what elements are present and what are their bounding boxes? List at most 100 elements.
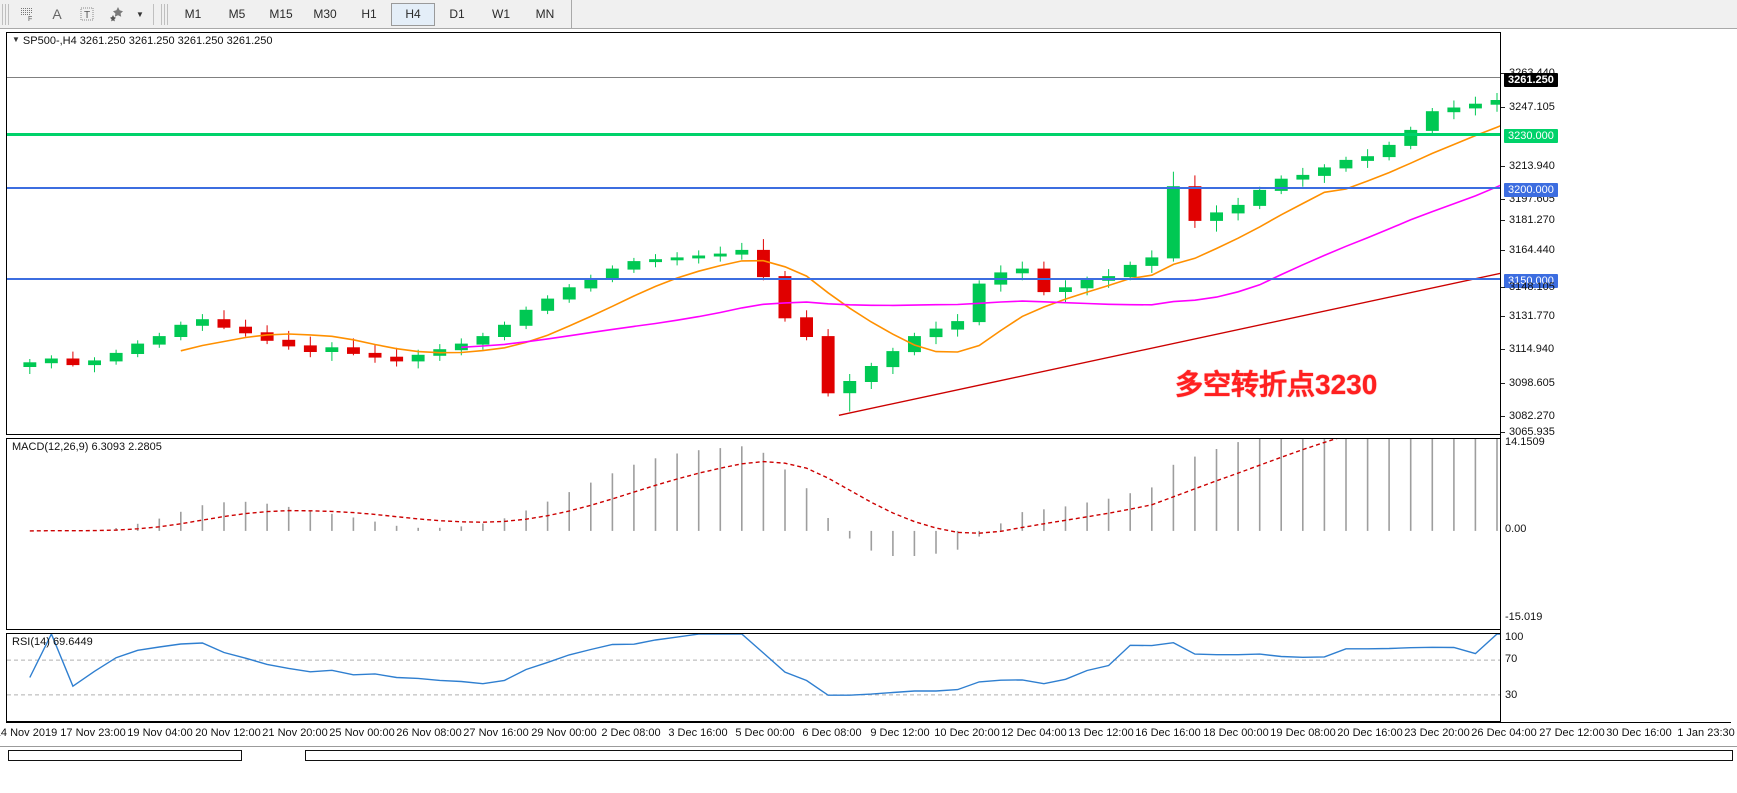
chart-annotation: 多空转折点3230 [1175,369,1378,400]
timeframe-m30[interactable]: M30 [313,7,337,21]
macd-pane[interactable]: MACD(12,26,9) 6.3093 2.2805 [6,438,1731,630]
symbol-header-text: SP500-,H4 3261.250 3261.250 3261.250 326… [22,35,273,47]
time-tick-label: 20 Dec 16:00 [1337,727,1403,739]
price-tick: 3131.770 [1501,310,1555,322]
rsi-pane[interactable]: RSI(14) 69.6449 [6,633,1731,722]
timeframe-group: M1 M5 M15 M30 H1 H4 D1 W1 MN [171,2,567,26]
time-tick-label: 9 Dec 12:00 [870,727,930,739]
time-tick-label: 26 Dec 04:00 [1471,727,1537,739]
macd-tick: 0.00 [1501,523,1526,535]
tick-dash [1501,286,1505,288]
time-scale[interactable]: 14 Nov 2019 17 Nov 23:00 19 Nov 04:00 20 No… [0,722,1735,746]
time-tick-label: 19 Dec 08:00 [1270,727,1336,739]
macd-tick-label: 14.1509 [1505,436,1545,448]
macd-series-svg [29,439,1692,556]
tick-dash [1501,198,1505,200]
timeframe-d1[interactable]: D1 [449,7,465,21]
rsi-tick: 30 [1501,689,1517,701]
price-tick: 3164.440 [1501,244,1555,256]
tick-dash [1501,382,1505,384]
level-line-3150 [7,278,1730,280]
timeframe-m5[interactable]: M5 [228,7,246,21]
rsi-tick-label: 70 [1505,653,1518,665]
price-level-label-3230-000[interactable]: 3230.000 [1504,129,1558,143]
price-tick-label: 3181.270 [1509,214,1555,226]
rsi-tick: 100 [1501,631,1523,643]
macd-plot [7,439,1730,629]
rsi-tick-label: 30 [1505,689,1518,701]
toolbar-grip[interactable] [2,3,9,25]
time-tick-label: 5 Dec 00:00 [735,727,795,739]
macd-label: MACD(12,26,9) 6.3093 2.2805 [12,441,162,453]
toolbar-end-divider [571,0,572,29]
price-level-label-3150-000[interactable]: 3150.000 [1504,274,1558,288]
macd-tick-label: -15.019 [1505,611,1543,623]
level-line-3200 [7,187,1730,189]
timeframe-h4[interactable]: H4 [391,2,435,26]
price-plot[interactable] [7,33,1730,434]
time-tick-label: 12 Dec 04:00 [1001,727,1067,739]
time-tick-label: 14 Nov 2019 [0,727,58,739]
price-series-svg [23,48,1698,416]
price-tick-label: 3065.935 [1509,426,1555,438]
timeframe-m15[interactable]: M15 [269,7,293,21]
time-tick-label: 29 Nov 00:00 [531,727,597,739]
time-tick-label: 3 Dec 16:00 [668,727,728,739]
text-label-icon[interactable]: A [42,1,72,28]
svg-text:T: T [84,10,90,21]
objects-icon[interactable] [102,1,132,28]
hscrollbar-left[interactable] [8,750,242,761]
time-tick-label: 23 Dec 20:00 [1404,727,1470,739]
timeframe-grip[interactable] [161,3,168,25]
macd-tick-label: 0.00 [1505,523,1527,535]
rsi-plot [7,634,1730,721]
tick-dash [1501,249,1505,251]
time-tick-label: 13 Dec 12:00 [1068,727,1134,739]
text-box-icon[interactable]: T [72,1,102,28]
price-tick-label: 3247.105 [1509,101,1555,113]
tick-dash [1501,219,1505,221]
macd-tick: -15.019 [1501,611,1542,623]
time-tick-label: 16 Dec 16:00 [1135,727,1201,739]
tick-dash [1501,415,1505,417]
price-tick: 3213.940 [1501,160,1555,172]
price-tick: 3082.270 [1501,410,1555,422]
price-tick-label: 3148.105 [1509,281,1555,293]
crosshair-f-icon[interactable]: F [12,1,42,28]
price-pane[interactable]: ▼ SP500-,H4 3261.250 3261.250 3261.250 32… [6,32,1731,435]
price-tick: 3148.105 [1501,281,1555,293]
time-tick-label: 27 Nov 16:00 [463,727,529,739]
time-tick-label: 20 Nov 12:00 [195,727,261,739]
time-tick-label: 19 Nov 04:00 [127,727,193,739]
time-scale-divider [0,746,1737,747]
timeframe-w1[interactable]: W1 [492,7,510,21]
price-tick-label: 3164.440 [1509,244,1555,256]
price-tick-label: 3131.770 [1509,310,1555,322]
hscrollbar-main[interactable] [305,750,1733,761]
price-level-label-3200-000[interactable]: 3200.000 [1504,183,1558,197]
timeframe-mn[interactable]: MN [535,7,555,21]
level-line-3230 [7,133,1730,136]
chevron-down-glyph: ▼ [136,9,144,19]
tick-dash [1501,348,1505,350]
collapse-triangle-icon[interactable]: ▼ [12,35,20,44]
price-tick: 3098.605 [1501,377,1555,389]
time-tick-label: 27 Dec 12:00 [1539,727,1605,739]
timeframe-h1[interactable]: H1 [361,7,377,21]
price-scale[interactable]: 3263.4403247.1053230.0003213.9403197.605… [1500,32,1731,722]
chart-area[interactable]: ▼ SP500-,H4 3261.250 3261.250 3261.250 32… [0,29,1737,793]
price-tick-label: 3114.940 [1509,343,1555,355]
price-level-label-3261-250[interactable]: 3261.250 [1504,73,1558,87]
time-tick-label: 2 Dec 08:00 [601,727,661,739]
timeframe-m1[interactable]: M1 [184,7,202,21]
chevron-down-icon[interactable]: ▼ [132,1,148,28]
time-tick-label: 6 Dec 08:00 [802,727,862,739]
price-tick: 3114.940 [1501,343,1554,355]
price-tick-label: 3082.270 [1509,410,1555,422]
price-tick-label: 3098.605 [1509,377,1555,389]
rsi-tick-label: 100 [1505,631,1524,643]
tick-dash [1501,165,1505,167]
macd-tick: 14.1509 [1501,436,1545,448]
time-tick-label: 17 Nov 23:00 [60,727,126,739]
rsi-label: RSI(14) 69.6449 [12,636,93,648]
